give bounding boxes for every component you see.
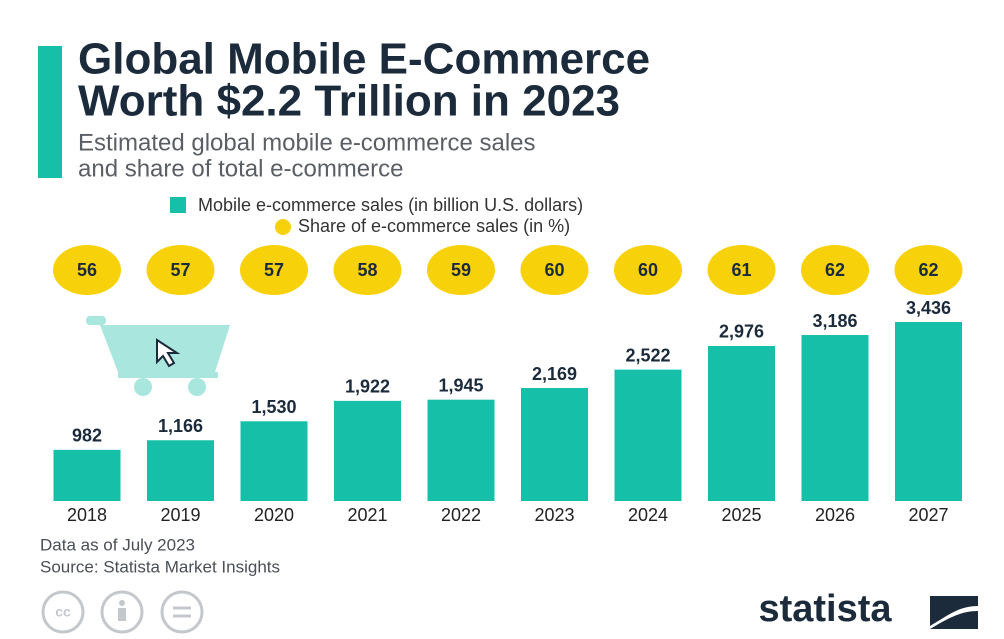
note: Data as of July 2023 [40,535,195,554]
bar [147,440,214,501]
share-bubble [707,245,776,295]
x-tick-label: 2025 [721,505,761,525]
value-label: 3,186 [812,311,857,331]
legend-swatch [170,197,186,213]
share-label: 59 [451,260,471,280]
legend-label: Share of e-commerce sales (in %) [298,216,570,236]
accent-bar [38,46,62,178]
share-label: 60 [638,260,658,280]
source: Source: Statista Market Insights [40,557,280,576]
value-label: 1,922 [345,377,390,397]
x-tick-label: 2022 [441,505,481,525]
bar [427,399,495,501]
share-label: 60 [544,260,564,280]
x-tick-label: 2023 [534,505,574,525]
share-label: 57 [170,260,190,280]
value-label: 2,522 [625,345,670,365]
legend-label: Mobile e-commerce sales (in billion U.S.… [198,195,583,215]
value-label: 1,166 [158,416,203,436]
share-label: 62 [825,260,845,280]
bar [53,449,121,501]
x-tick-label: 2021 [347,505,387,525]
value-label: 2,976 [719,322,764,342]
title-line: Worth $2.2 Trillion in 2023 [78,77,620,126]
value-label: 1,530 [251,397,296,417]
license-icons: cc [41,590,204,634]
bar [240,421,308,501]
share-bubble [53,245,121,295]
share-label: 57 [264,260,284,280]
x-tick-label: 2024 [628,505,668,525]
value-label: 1,945 [438,375,483,395]
cart-icon [86,316,230,396]
brand: statista [758,588,892,630]
bar [708,345,775,501]
bar [614,369,682,501]
bar [334,400,401,501]
share-label: 56 [77,260,97,280]
x-tick-label: 2026 [815,505,855,525]
brand-logo [930,596,978,629]
svg-text:cc: cc [55,604,71,620]
value-label: 982 [72,426,102,446]
subtitle-line: Estimated global mobile e-commerce sales [78,129,536,156]
share-label: 58 [357,260,377,280]
legend-swatch [275,219,291,235]
x-tick-label: 2018 [67,505,107,525]
x-tick-label: 2019 [160,505,200,525]
share-bubble [240,245,308,295]
share-bubble [520,245,589,295]
share-bubble [801,245,869,295]
share-bubble [333,245,402,295]
value-label: 2,169 [532,364,577,384]
share-label: 61 [731,260,751,280]
value-label: 3,436 [906,298,951,318]
x-tick-label: 2020 [254,505,294,525]
share-bubble [146,245,215,295]
share-bubble [894,245,963,295]
subtitle-line: and share of total e-commerce [78,155,404,182]
bar [895,322,962,501]
share-bubble [614,245,682,295]
x-tick-label: 2027 [908,505,948,525]
title-line: Global Mobile E-Commerce [78,35,650,84]
share-label: 62 [918,260,938,280]
share-bubble [427,245,495,295]
bar [521,388,588,501]
bar [801,335,869,501]
